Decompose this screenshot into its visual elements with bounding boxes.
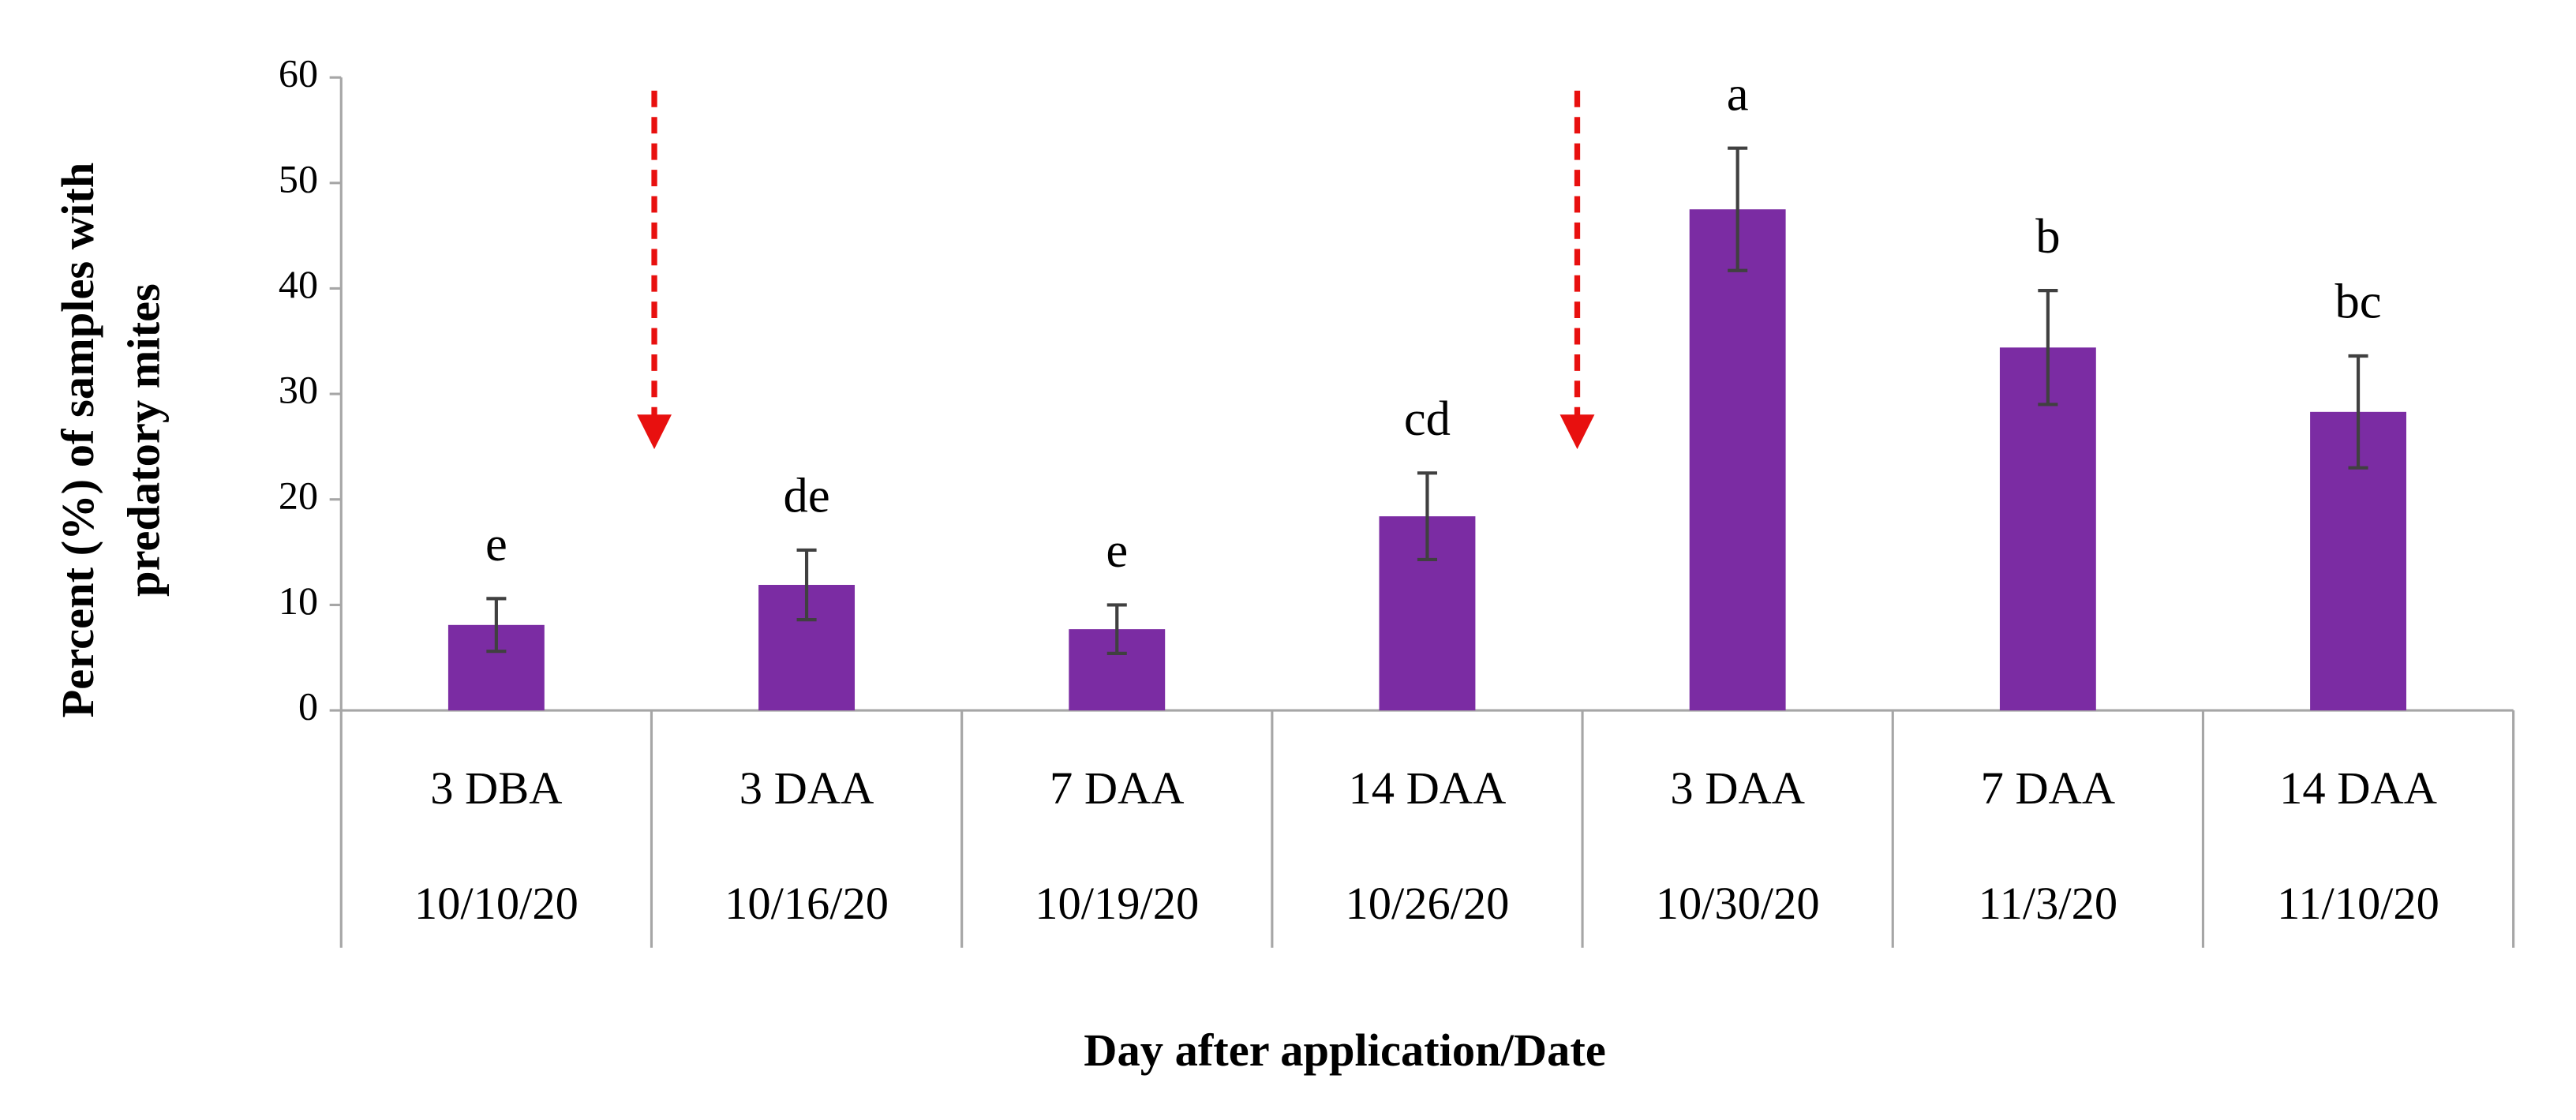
- x-tick-label: 3 DAA: [739, 762, 874, 814]
- y-axis-title: predatory mites: [118, 283, 169, 597]
- y-tick-label: 10: [279, 579, 318, 623]
- x-tick-label: 3 DBA: [430, 762, 562, 814]
- error-bar: [1106, 603, 1127, 655]
- error-bar: [796, 548, 817, 622]
- date-label: 10/16/20: [724, 878, 889, 929]
- significance-letter: cd: [1404, 391, 1451, 446]
- date-label: 10/19/20: [1035, 878, 1199, 929]
- significance-letter: e: [485, 516, 507, 571]
- y-tick-label: 60: [279, 51, 318, 96]
- x-tick-label: 7 DAA: [1050, 762, 1185, 814]
- x-tick-label: 7 DAA: [1981, 762, 2116, 814]
- significance-letter: b: [2035, 208, 2060, 264]
- error-bar: [1417, 471, 1437, 562]
- date-label: 11/10/20: [2277, 878, 2439, 929]
- y-tick-label: 50: [279, 156, 318, 200]
- date-label: 10/30/20: [1656, 878, 1820, 929]
- y-tick-label: 20: [279, 473, 318, 517]
- bar: [1999, 347, 2096, 711]
- y-tick-label: 30: [279, 368, 318, 412]
- error-bar: [2038, 289, 2058, 406]
- error-bar: [486, 597, 507, 654]
- date-label: 10/26/20: [1346, 878, 1510, 929]
- error-bar: [2348, 354, 2368, 470]
- significance-letter: e: [1106, 523, 1128, 578]
- error-bar: [1728, 146, 1748, 272]
- y-tick-label: 0: [298, 684, 318, 729]
- y-tick-label: 40: [279, 262, 318, 306]
- x-axis-title: Day after application/Date: [1084, 1024, 1606, 1076]
- x-tick-label: 3 DAA: [1670, 762, 1805, 814]
- date-label: 11/3/20: [1979, 878, 2118, 929]
- date-label: 10/10/20: [414, 878, 578, 929]
- x-tick-label: 14 DAA: [1349, 762, 1507, 814]
- y-axis-title: Percent (%) of samples with: [52, 163, 103, 718]
- significance-letter: a: [1727, 66, 1749, 121]
- significance-letter: de: [784, 468, 830, 523]
- x-tick-label: 14 DAA: [2279, 762, 2437, 814]
- bar: [1689, 209, 1786, 711]
- significance-letter: bc: [2334, 274, 2381, 329]
